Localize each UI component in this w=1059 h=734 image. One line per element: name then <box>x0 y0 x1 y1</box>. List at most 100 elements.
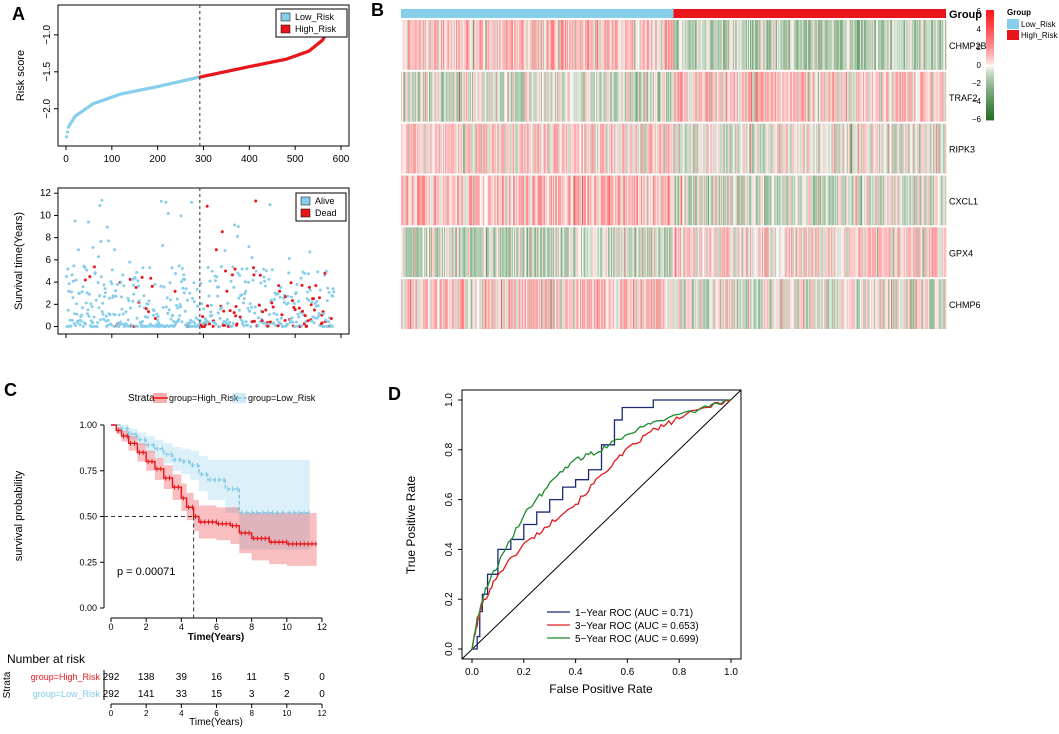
heatmap-cell <box>448 175 450 226</box>
heatmap-cell <box>848 71 850 122</box>
heatmap-cell <box>412 175 414 226</box>
heatmap-cell <box>479 71 481 122</box>
heatmap-cell <box>838 71 840 122</box>
heatmap-cell <box>500 123 503 174</box>
alive-point <box>114 289 117 293</box>
heatmap-cell <box>814 20 816 70</box>
alive-point <box>178 303 182 306</box>
heatmap-cell <box>698 20 700 70</box>
heatmap-cell <box>555 175 558 226</box>
alive-point <box>295 282 299 286</box>
heatmap-cell <box>452 227 454 278</box>
alive-point <box>278 295 282 299</box>
alive-point <box>156 318 160 322</box>
heatmap-cell <box>824 279 826 329</box>
heatmap-cell <box>813 279 815 329</box>
heatmap-cell <box>890 175 893 226</box>
heatmap-cell <box>850 279 853 329</box>
heatmap-cell <box>638 279 640 329</box>
heatmap-cell <box>682 227 685 278</box>
alive-point <box>236 225 240 229</box>
heatmap-cell <box>860 71 862 122</box>
heatmap-cell <box>651 175 653 226</box>
heatmap-cell <box>544 71 546 122</box>
heatmap-cell <box>888 227 890 278</box>
heatmap-cell <box>913 175 915 226</box>
heatmap-cell <box>666 71 668 122</box>
scale-segment <box>986 33 994 37</box>
heatmap-cell <box>849 20 852 70</box>
heatmap-cell <box>718 227 720 278</box>
heatmap-cell <box>569 123 572 174</box>
heatmap-cell <box>704 71 706 122</box>
heatmap-cell <box>557 123 560 174</box>
heatmap-cell <box>446 123 448 174</box>
heatmap-cell <box>517 123 519 174</box>
heatmap-cell <box>514 227 517 278</box>
heatmap-cell <box>893 123 895 174</box>
heatmap-cell <box>417 227 420 278</box>
heatmap-cell <box>914 175 916 226</box>
heatmap-cell <box>580 123 582 174</box>
heatmap-cell <box>849 71 852 122</box>
alive-point <box>331 287 335 291</box>
heatmap-cell <box>871 123 873 174</box>
legend-label: Low_Risk <box>295 12 335 22</box>
heatmap-cell <box>705 175 707 226</box>
heatmap-cell <box>413 20 415 70</box>
heatmap-cell <box>722 227 724 278</box>
alive-point <box>138 304 142 308</box>
heatmap-cell <box>724 71 727 122</box>
heatmap-cell <box>680 123 682 174</box>
heatmap-cell <box>494 20 496 70</box>
heatmap-cell <box>804 20 806 70</box>
risk-count: 15 <box>211 689 223 700</box>
heatmap-cell <box>448 227 450 278</box>
heatmap-cell <box>702 71 704 122</box>
heatmap-cell <box>491 279 493 329</box>
heatmap-cell <box>549 227 551 278</box>
heatmap-cell <box>925 279 927 329</box>
heatmap-cell <box>846 123 848 174</box>
heatmap-cell <box>436 20 438 70</box>
heatmap-cell <box>812 279 814 329</box>
heatmap-cell <box>673 71 675 122</box>
risk-x-tick-label: 0 <box>109 709 114 718</box>
heatmap-cell <box>671 175 673 226</box>
heatmap-cell <box>675 71 677 122</box>
x-tick-label: 0 <box>108 622 113 632</box>
heatmap-cell <box>766 279 769 329</box>
heatmap-cell <box>500 279 503 329</box>
heatmap-cell <box>746 175 748 226</box>
heatmap-cell <box>525 123 527 174</box>
heatmap-cell <box>739 123 741 174</box>
heatmap-cell <box>697 123 699 174</box>
heatmap-cell <box>777 20 779 70</box>
heatmap-cell <box>584 279 587 329</box>
heatmap-cell <box>784 20 786 70</box>
heatmap-cell <box>779 279 782 329</box>
heatmap-cell <box>596 123 598 174</box>
heatmap-cell <box>554 123 556 174</box>
heatmap-cell <box>625 20 628 70</box>
heatmap-cell <box>756 227 758 278</box>
heatmap-cell <box>419 123 421 174</box>
heatmap-cell <box>419 175 421 226</box>
heatmap-cell <box>755 227 757 278</box>
heatmap-cell <box>512 279 514 329</box>
heatmap-cell <box>731 279 733 329</box>
heatmap-cell <box>734 20 736 70</box>
heatmap-cell <box>858 71 860 122</box>
heatmap-cell <box>846 71 848 122</box>
heatmap-cell <box>862 175 865 226</box>
heatmap-cell <box>777 279 779 329</box>
heatmap-cell <box>458 227 461 278</box>
heatmap-cell <box>663 175 665 226</box>
heatmap-cell <box>639 279 642 329</box>
heatmap-cell <box>880 20 882 70</box>
heatmap-cell <box>727 175 729 226</box>
heatmap-cell <box>825 175 827 226</box>
heatmap-cell <box>650 227 652 278</box>
heatmap-cell <box>448 71 450 122</box>
heatmap-cell <box>650 123 652 174</box>
